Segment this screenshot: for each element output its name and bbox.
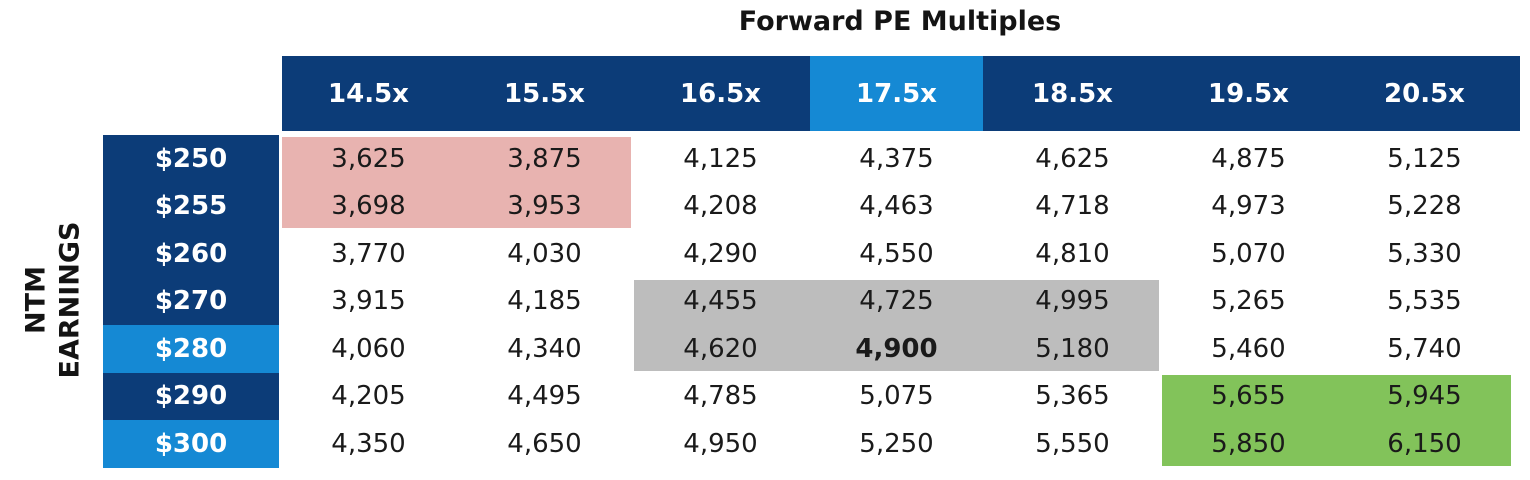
table-cell: 3,915	[331, 286, 406, 317]
table-cell: 5,850	[1211, 428, 1286, 459]
table-cell: 4,125	[683, 143, 758, 174]
table-cell: 4,340	[507, 333, 582, 364]
table-cell: 3,625	[331, 143, 406, 174]
table-cell: 4,030	[507, 238, 582, 269]
highlight-zone-1	[282, 137, 631, 228]
column-header-5: 18.5x	[1032, 78, 1113, 109]
column-header-4: 17.5x	[810, 56, 983, 131]
column-header-2: 15.5x	[504, 78, 585, 109]
table-cell: 4,718	[1035, 191, 1110, 222]
row-header-7: $300	[103, 420, 279, 468]
table-cell: 3,698	[331, 191, 406, 222]
table-cell: 5,535	[1387, 286, 1462, 317]
table-cell: 5,228	[1387, 191, 1462, 222]
column-header-6: 19.5x	[1208, 78, 1289, 109]
table-cell: 4,875	[1211, 143, 1286, 174]
table-cell: 4,973	[1211, 191, 1286, 222]
table-title: Forward PE Multiples	[738, 6, 1062, 37]
table-cell: 4,950	[683, 428, 758, 459]
table-cell: 5,460	[1211, 333, 1286, 364]
table-cell: 5,075	[859, 381, 934, 412]
highlight-zone-3	[1162, 374, 1511, 466]
table-cell: 4,625	[1035, 143, 1110, 174]
column-header-3: 16.5x	[680, 78, 761, 109]
row-header-3: $260	[103, 230, 279, 278]
table-cell: 4,060	[331, 333, 406, 364]
table-cell: 5,655	[1211, 381, 1286, 412]
table-cell: 4,350	[331, 428, 406, 459]
row-axis-label: NTM EARNINGS	[4, 135, 102, 465]
table-cell: 5,250	[859, 428, 934, 459]
row-header-6: $290	[103, 372, 279, 420]
table-cell: 4,208	[683, 191, 758, 222]
table-cell: 6,150	[1387, 428, 1462, 459]
table-cell: 4,290	[683, 238, 758, 269]
table-cell: 4,455	[683, 286, 758, 317]
table-cell: 5,265	[1211, 286, 1286, 317]
table-cell: 5,740	[1387, 333, 1462, 364]
table-cell: 4,550	[859, 238, 934, 269]
table-cell: 4,495	[507, 381, 582, 412]
column-header-1: 14.5x	[328, 78, 409, 109]
table-cell: 3,875	[507, 143, 582, 174]
table-cell: 3,953	[507, 191, 582, 222]
table-cell: 4,185	[507, 286, 582, 317]
table-cell: 3,770	[331, 238, 406, 269]
table-cell: 5,550	[1035, 428, 1110, 459]
column-header-7: 20.5x	[1384, 78, 1465, 109]
table-cell: 5,180	[1035, 333, 1110, 364]
table-cell: 4,810	[1035, 238, 1110, 269]
table-cell: 4,900	[855, 333, 938, 364]
table-cell: 4,375	[859, 143, 934, 174]
table-cell: 4,205	[331, 381, 406, 412]
table-cell: 4,650	[507, 428, 582, 459]
row-header-2: $255	[103, 182, 279, 230]
table-cell: 5,070	[1211, 238, 1286, 269]
table-cell: 4,463	[859, 191, 934, 222]
highlight-zone-2	[634, 279, 1159, 371]
table-cell: 4,620	[683, 333, 758, 364]
table-cell: 5,330	[1387, 238, 1462, 269]
table-cell: 4,995	[1035, 286, 1110, 317]
table-cell: 5,125	[1387, 143, 1462, 174]
table-cell: 5,365	[1035, 381, 1110, 412]
table-cell: 4,785	[683, 381, 758, 412]
row-header-5: $280	[103, 325, 279, 373]
row-axis-label-line-1: NTM	[20, 266, 52, 334]
row-header-4: $270	[103, 277, 279, 325]
row-axis-label-line-2: EARNINGS	[54, 221, 86, 379]
table-cell: 4,725	[859, 286, 934, 317]
table-cell: 5,945	[1387, 381, 1462, 412]
row-header-1: $250	[103, 135, 279, 183]
